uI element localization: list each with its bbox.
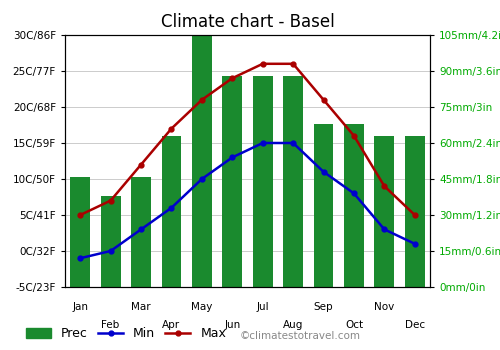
Legend: Prec, Min, Max: Prec, Min, Max bbox=[26, 327, 226, 340]
Text: Jun: Jun bbox=[224, 320, 240, 330]
Text: Dec: Dec bbox=[404, 320, 425, 330]
Text: ©climatestotravel.com: ©climatestotravel.com bbox=[240, 331, 361, 341]
Text: Sep: Sep bbox=[314, 302, 334, 312]
Bar bbox=[100, 196, 120, 287]
Bar bbox=[70, 177, 90, 287]
Bar bbox=[405, 136, 424, 287]
Bar bbox=[374, 136, 394, 287]
Text: Jan: Jan bbox=[72, 302, 88, 312]
Bar bbox=[222, 76, 242, 287]
Text: Oct: Oct bbox=[345, 320, 363, 330]
Text: Mar: Mar bbox=[131, 302, 151, 312]
Bar bbox=[192, 35, 212, 287]
Title: Climate chart - Basel: Climate chart - Basel bbox=[160, 13, 334, 31]
Bar bbox=[253, 76, 272, 287]
Bar bbox=[314, 124, 334, 287]
Text: May: May bbox=[191, 302, 212, 312]
Text: Jul: Jul bbox=[256, 302, 269, 312]
Text: Nov: Nov bbox=[374, 302, 394, 312]
Bar bbox=[162, 136, 182, 287]
Text: Feb: Feb bbox=[102, 320, 120, 330]
Bar bbox=[344, 124, 364, 287]
Text: Apr: Apr bbox=[162, 320, 180, 330]
Bar bbox=[131, 177, 151, 287]
Bar bbox=[283, 76, 303, 287]
Text: Aug: Aug bbox=[283, 320, 304, 330]
